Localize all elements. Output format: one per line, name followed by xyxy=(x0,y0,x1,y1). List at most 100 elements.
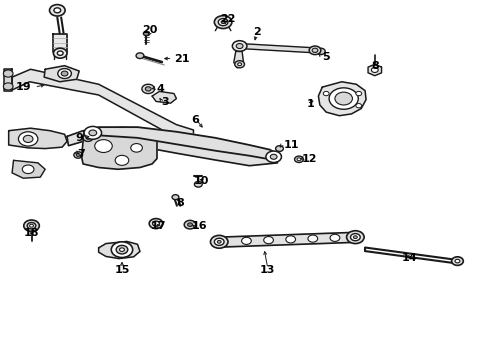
Circle shape xyxy=(58,68,71,78)
Polygon shape xyxy=(239,44,314,53)
Circle shape xyxy=(76,154,80,157)
Circle shape xyxy=(54,8,61,13)
Circle shape xyxy=(221,21,224,23)
Polygon shape xyxy=(99,242,140,258)
Polygon shape xyxy=(44,66,79,82)
Circle shape xyxy=(19,132,38,146)
Circle shape xyxy=(194,181,202,187)
Text: 2: 2 xyxy=(252,27,260,37)
Text: 1: 1 xyxy=(306,99,314,109)
Circle shape xyxy=(53,48,67,58)
Text: 4: 4 xyxy=(156,84,163,94)
Circle shape xyxy=(265,151,281,162)
Circle shape xyxy=(316,48,325,55)
Text: 7: 7 xyxy=(77,149,84,159)
Polygon shape xyxy=(219,233,355,247)
Text: 3: 3 xyxy=(161,97,168,107)
Circle shape xyxy=(115,156,128,165)
Circle shape xyxy=(346,231,364,244)
Polygon shape xyxy=(12,69,193,141)
Circle shape xyxy=(308,46,320,55)
Text: 20: 20 xyxy=(142,25,157,35)
Circle shape xyxy=(86,136,90,139)
Circle shape xyxy=(355,91,361,96)
Polygon shape xyxy=(233,51,243,68)
Circle shape xyxy=(30,224,33,227)
Circle shape xyxy=(294,156,303,162)
Circle shape xyxy=(74,152,82,158)
Text: 21: 21 xyxy=(174,54,189,64)
Text: 15: 15 xyxy=(114,265,129,275)
Circle shape xyxy=(214,16,231,28)
Circle shape xyxy=(89,130,97,136)
Circle shape xyxy=(61,71,68,76)
Circle shape xyxy=(237,63,241,66)
Text: 6: 6 xyxy=(191,115,199,125)
Circle shape xyxy=(116,246,127,254)
Circle shape xyxy=(142,84,154,94)
Circle shape xyxy=(143,31,149,36)
Text: 5: 5 xyxy=(322,52,329,62)
Circle shape xyxy=(270,154,277,159)
Circle shape xyxy=(214,238,224,246)
Text: 16: 16 xyxy=(192,221,207,231)
Circle shape xyxy=(152,221,159,226)
Circle shape xyxy=(84,126,102,139)
Circle shape xyxy=(57,51,63,55)
Circle shape xyxy=(49,5,65,16)
Polygon shape xyxy=(67,129,277,166)
Circle shape xyxy=(296,158,300,161)
Circle shape xyxy=(241,237,251,244)
Circle shape xyxy=(83,134,93,141)
Polygon shape xyxy=(318,82,366,116)
Circle shape xyxy=(149,219,163,229)
Circle shape xyxy=(454,259,459,263)
Polygon shape xyxy=(9,128,67,149)
Polygon shape xyxy=(12,160,45,178)
Text: 10: 10 xyxy=(194,176,209,186)
Circle shape xyxy=(263,237,273,244)
Circle shape xyxy=(307,235,317,242)
Circle shape xyxy=(355,104,361,108)
Circle shape xyxy=(350,234,360,241)
Circle shape xyxy=(119,248,124,251)
Text: 8: 8 xyxy=(176,198,184,208)
Circle shape xyxy=(236,44,243,49)
Circle shape xyxy=(329,234,339,242)
Circle shape xyxy=(145,87,151,91)
Circle shape xyxy=(27,222,36,229)
Circle shape xyxy=(234,61,244,68)
Circle shape xyxy=(353,236,357,239)
Polygon shape xyxy=(53,33,67,52)
Circle shape xyxy=(3,70,13,77)
Circle shape xyxy=(3,83,13,90)
Circle shape xyxy=(275,146,283,152)
Text: 22: 22 xyxy=(219,14,235,23)
Circle shape xyxy=(311,48,317,53)
Polygon shape xyxy=(4,69,12,91)
Polygon shape xyxy=(152,91,176,103)
Circle shape xyxy=(187,223,192,226)
Circle shape xyxy=(111,242,132,257)
Circle shape xyxy=(451,257,462,265)
Circle shape xyxy=(210,235,227,248)
Text: 9: 9 xyxy=(75,133,83,143)
Circle shape xyxy=(23,135,33,143)
Text: 19: 19 xyxy=(16,82,31,92)
Circle shape xyxy=(22,165,34,174)
Circle shape xyxy=(218,18,227,26)
Text: 13: 13 xyxy=(260,265,275,275)
Polygon shape xyxy=(81,127,157,169)
Text: 8: 8 xyxy=(370,61,378,71)
Circle shape xyxy=(232,41,246,51)
Text: 12: 12 xyxy=(301,154,317,164)
Text: 11: 11 xyxy=(283,140,298,150)
Circle shape xyxy=(172,195,179,200)
Circle shape xyxy=(130,144,142,152)
Circle shape xyxy=(334,92,352,105)
Circle shape xyxy=(24,220,39,231)
Circle shape xyxy=(184,220,196,229)
Text: 18: 18 xyxy=(24,228,39,238)
Circle shape xyxy=(217,240,221,243)
Circle shape xyxy=(95,140,112,153)
